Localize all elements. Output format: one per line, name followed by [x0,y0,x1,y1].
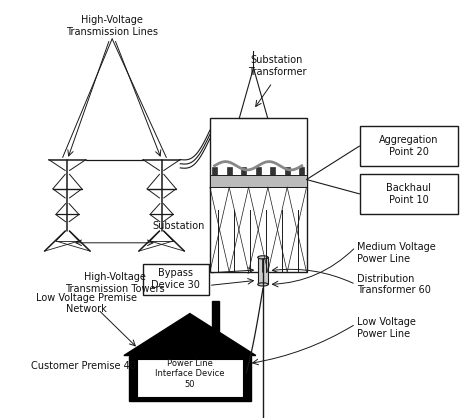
Bar [137,359,243,397]
Text: Backhaul
Point 10: Backhaul Point 10 [386,183,431,205]
Ellipse shape [258,283,268,286]
Bar [270,167,275,175]
Bar [210,175,307,187]
Bar [143,264,209,295]
Bar [212,167,217,175]
Text: Bypass
Device 30: Bypass Device 30 [151,269,200,290]
Polygon shape [212,301,219,340]
Text: Customer Premise 40: Customer Premise 40 [31,361,137,371]
Bar [359,126,458,166]
Text: Low Voltage Premise
Network: Low Voltage Premise Network [36,293,137,314]
Bar [285,167,290,175]
Text: High-Voltage
Transmission Towers: High-Voltage Transmission Towers [64,272,164,294]
Text: Power Line
Interface Device
50: Power Line Interface Device 50 [155,359,225,389]
Bar [300,167,304,175]
Bar [210,118,307,272]
Text: Low Voltage
Power Line: Low Voltage Power Line [357,317,416,339]
Bar [258,257,268,285]
Polygon shape [124,313,256,355]
Text: Distribution
Transformer 60: Distribution Transformer 60 [357,274,431,295]
Text: Substation
Transformer: Substation Transformer [248,55,306,77]
Ellipse shape [258,256,268,259]
Text: Substation: Substation [153,221,205,231]
Text: High-Voltage
Transmission Lines: High-Voltage Transmission Lines [66,15,158,37]
Text: Aggregation
Point 20: Aggregation Point 20 [379,135,439,157]
Bar [227,167,231,175]
Bar [241,167,246,175]
Bar [256,167,261,175]
Polygon shape [128,355,251,401]
Text: Medium Voltage
Power Line: Medium Voltage Power Line [357,243,436,264]
Bar [359,174,458,214]
